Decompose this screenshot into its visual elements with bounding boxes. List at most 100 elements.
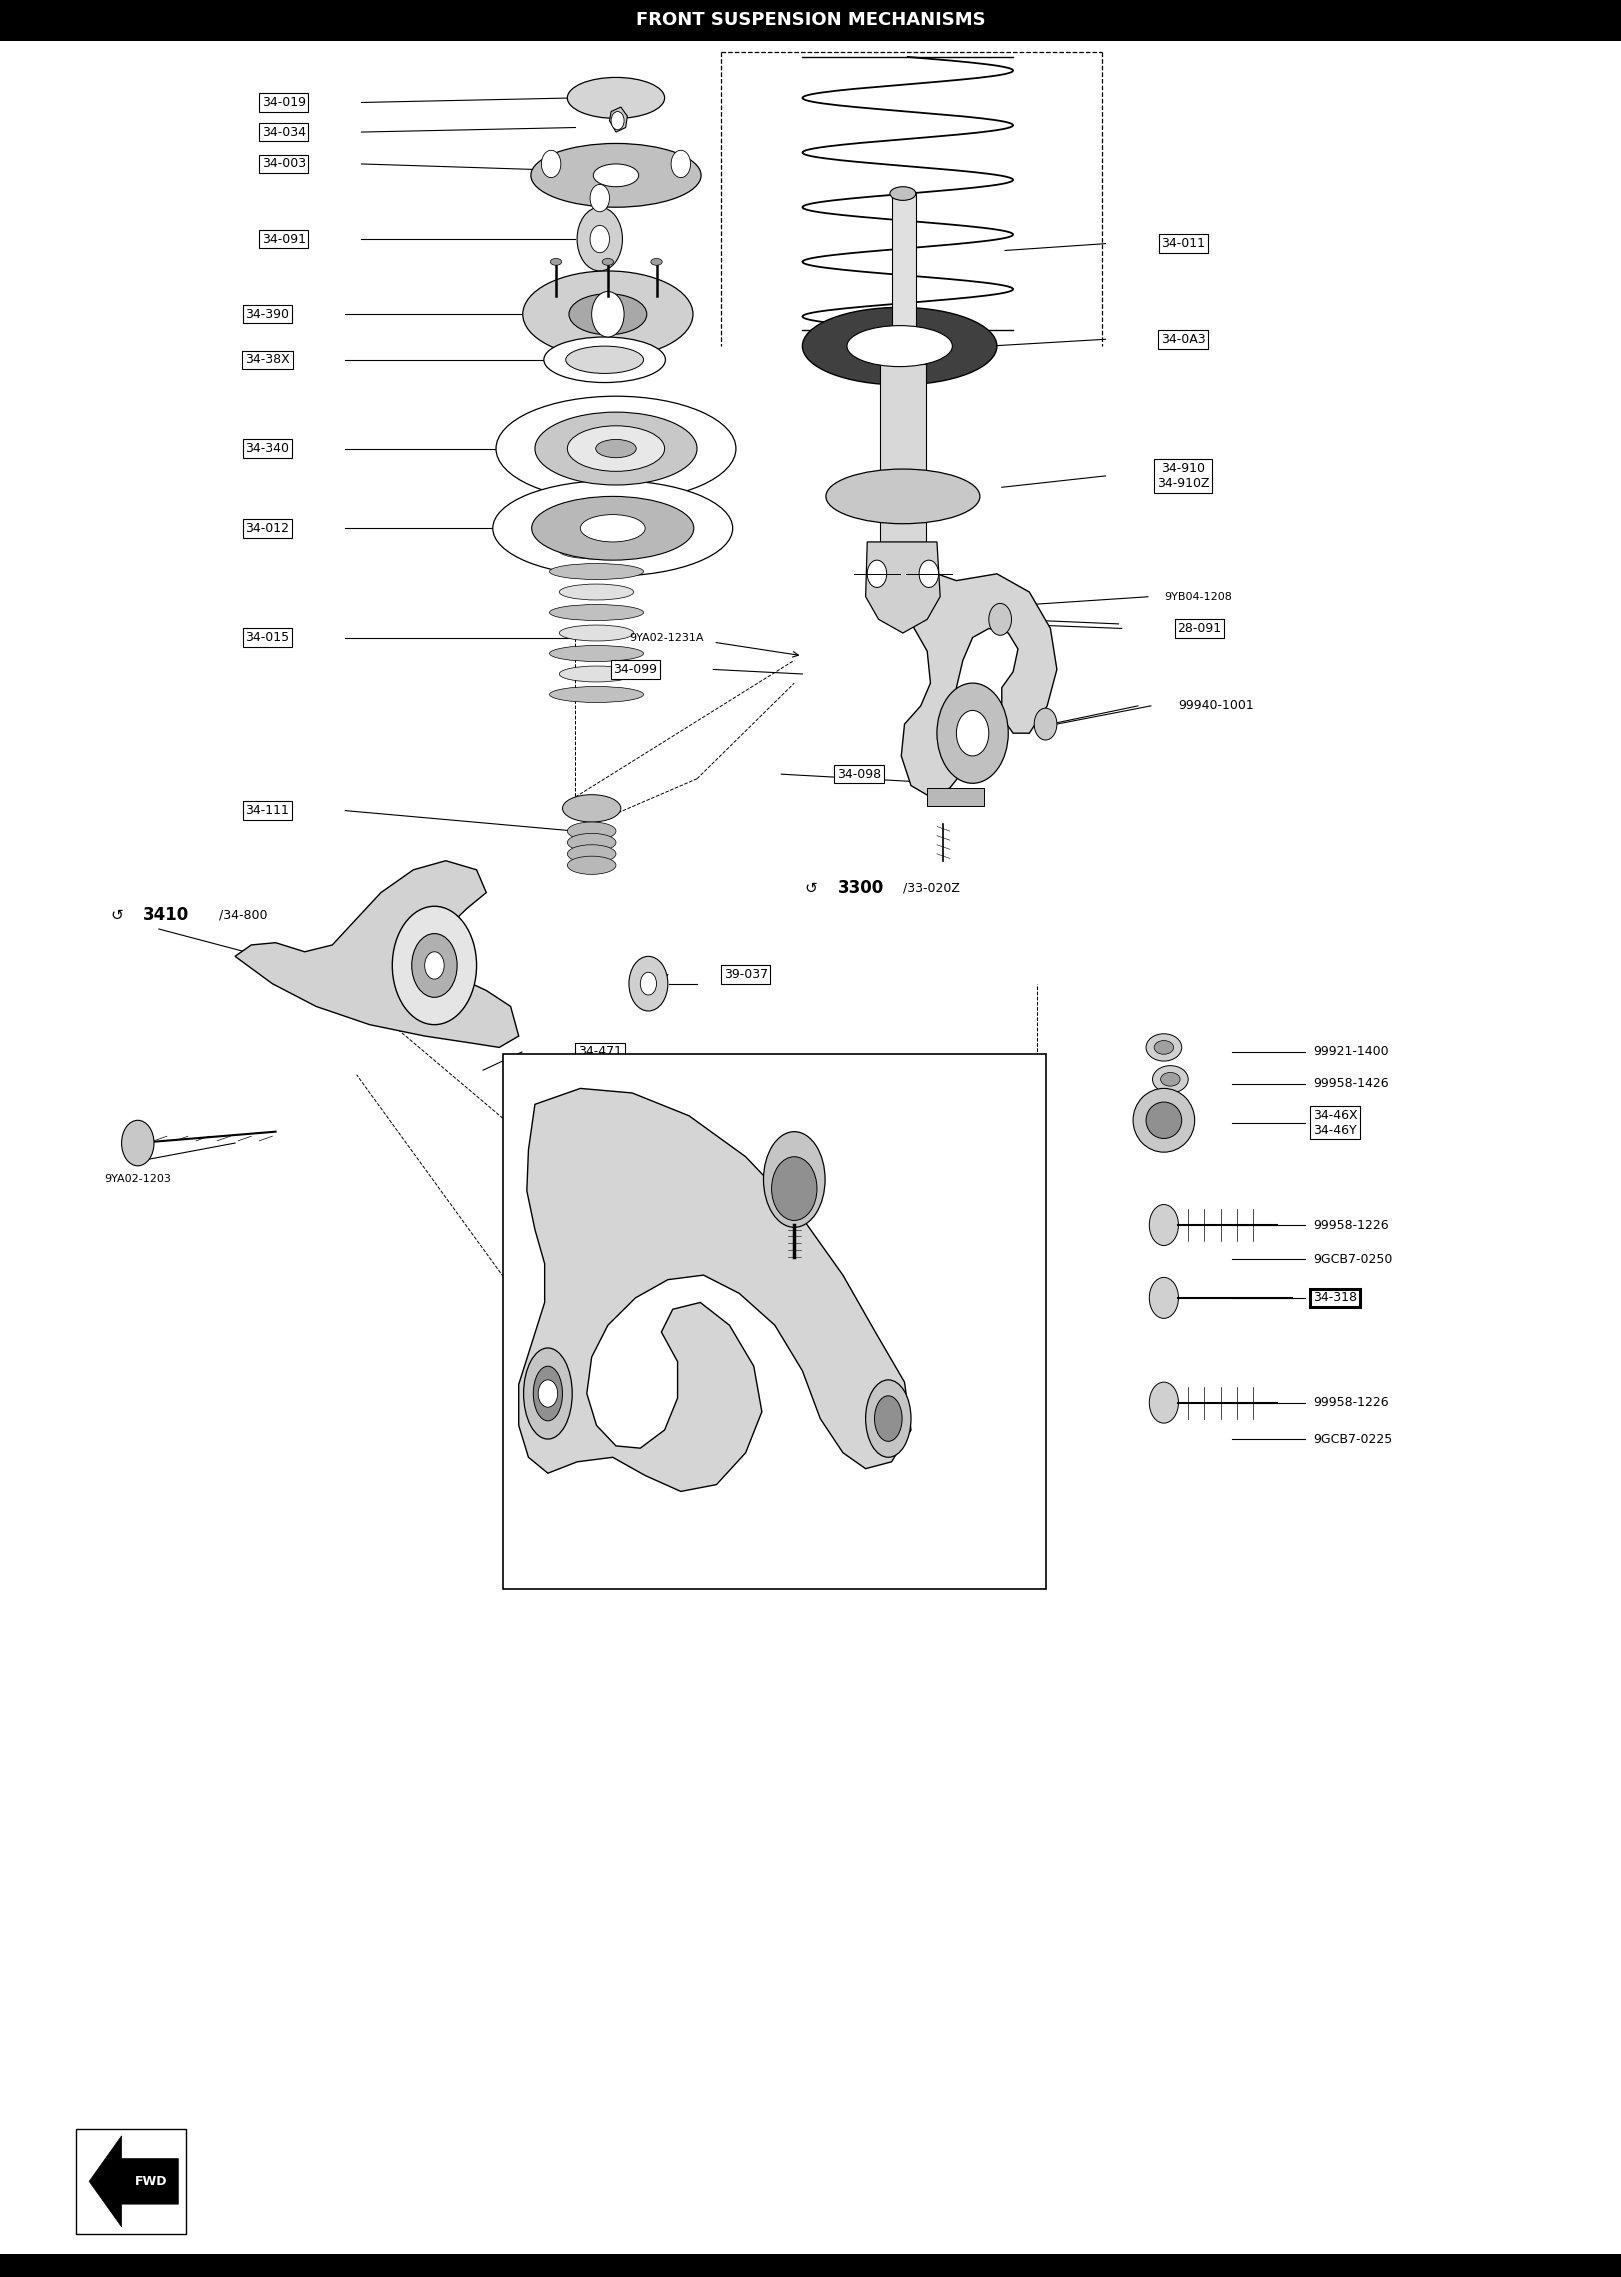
Ellipse shape: [601, 257, 613, 266]
Ellipse shape: [825, 469, 979, 524]
Text: 34-318: 34-318: [1313, 1291, 1357, 1305]
Text: 34-471: 34-471: [577, 1045, 622, 1059]
Ellipse shape: [550, 688, 644, 701]
Text: 34-0A3: 34-0A3: [1161, 332, 1206, 346]
Text: 99958-1226: 99958-1226: [1313, 1396, 1389, 1409]
Ellipse shape: [550, 521, 644, 540]
Text: ↺: ↺: [110, 909, 123, 922]
Ellipse shape: [1146, 1034, 1182, 1061]
Text: 99958-1426: 99958-1426: [1313, 1077, 1389, 1091]
Ellipse shape: [567, 77, 665, 118]
Text: 3410: 3410: [143, 906, 190, 924]
Text: 39-037: 39-037: [723, 968, 768, 981]
Text: FRONT SUSPENSION MECHANISMS: FRONT SUSPENSION MECHANISMS: [635, 11, 986, 30]
Bar: [880, 364, 926, 542]
Ellipse shape: [559, 542, 634, 558]
Text: 34-111: 34-111: [245, 804, 290, 817]
Polygon shape: [235, 861, 519, 1047]
Text: 34-390: 34-390: [245, 307, 290, 321]
Ellipse shape: [550, 606, 644, 619]
Text: 34-012: 34-012: [245, 521, 290, 535]
Circle shape: [640, 972, 657, 995]
Circle shape: [425, 952, 444, 979]
Ellipse shape: [543, 337, 665, 383]
Text: 34-46X
34-46Y: 34-46X 34-46Y: [1313, 1109, 1358, 1136]
Text: 34-099: 34-099: [613, 663, 658, 676]
Circle shape: [122, 1120, 154, 1166]
Ellipse shape: [569, 294, 647, 335]
Text: 99958-1226: 99958-1226: [1313, 1218, 1389, 1232]
Ellipse shape: [550, 257, 562, 266]
Polygon shape: [609, 107, 627, 132]
Circle shape: [538, 1380, 558, 1407]
Ellipse shape: [866, 1380, 911, 1457]
Circle shape: [989, 603, 1012, 635]
Ellipse shape: [763, 1132, 825, 1227]
Ellipse shape: [559, 665, 634, 683]
Circle shape: [919, 560, 939, 587]
Circle shape: [1034, 708, 1057, 740]
Text: ↺: ↺: [804, 881, 817, 895]
Circle shape: [541, 150, 561, 178]
Ellipse shape: [522, 271, 692, 357]
Text: 34-565: 34-565: [896, 1145, 942, 1159]
Ellipse shape: [559, 583, 634, 599]
Circle shape: [956, 710, 989, 756]
Ellipse shape: [567, 426, 665, 471]
Text: 34-034: 34-034: [261, 125, 306, 139]
Text: 34-019: 34-019: [261, 96, 306, 109]
Ellipse shape: [802, 307, 997, 385]
Circle shape: [590, 225, 609, 253]
Text: 28-091: 28-091: [1177, 622, 1222, 635]
Text: 34-470: 34-470: [785, 1396, 830, 1409]
Circle shape: [937, 683, 1008, 783]
Text: 99921-1400: 99921-1400: [1313, 1045, 1389, 1059]
Circle shape: [590, 184, 609, 212]
Ellipse shape: [550, 565, 644, 581]
Ellipse shape: [566, 346, 644, 373]
Text: 34-340: 34-340: [245, 442, 290, 455]
Ellipse shape: [846, 326, 953, 367]
Bar: [927, 788, 984, 806]
Ellipse shape: [567, 833, 616, 852]
Bar: [503, 1054, 1046, 1589]
Ellipse shape: [530, 143, 700, 207]
Polygon shape: [901, 574, 1057, 797]
Text: 34-098: 34-098: [836, 767, 882, 781]
Ellipse shape: [890, 187, 916, 200]
Ellipse shape: [875, 1396, 901, 1441]
Ellipse shape: [1153, 1066, 1188, 1093]
Polygon shape: [89, 2136, 178, 2227]
Ellipse shape: [580, 515, 645, 542]
Ellipse shape: [550, 647, 644, 660]
Ellipse shape: [652, 257, 663, 266]
Bar: [892, 194, 916, 364]
Circle shape: [1149, 1277, 1178, 1318]
Circle shape: [867, 560, 887, 587]
Text: 9GCB7-0250: 9GCB7-0250: [1313, 1252, 1392, 1266]
Ellipse shape: [559, 626, 634, 642]
Ellipse shape: [535, 412, 697, 485]
Circle shape: [392, 906, 477, 1025]
Bar: [0, 2254, 1621, 2277]
Text: 99940-1001: 99940-1001: [1178, 699, 1253, 713]
Ellipse shape: [1161, 1072, 1180, 1086]
Circle shape: [592, 291, 624, 337]
Text: 9YB04-1208: 9YB04-1208: [1164, 592, 1232, 601]
Text: 34-091: 34-091: [261, 232, 306, 246]
Ellipse shape: [1133, 1088, 1195, 1152]
Ellipse shape: [493, 480, 733, 576]
Ellipse shape: [533, 1366, 562, 1421]
Ellipse shape: [562, 795, 621, 822]
Text: /33-020Z: /33-020Z: [903, 881, 960, 895]
Ellipse shape: [593, 164, 639, 187]
Text: 34-015: 34-015: [245, 631, 290, 644]
Ellipse shape: [496, 396, 736, 501]
Ellipse shape: [567, 845, 616, 863]
Circle shape: [412, 934, 457, 997]
Text: 34-910
34-910Z: 34-910 34-910Z: [1157, 462, 1209, 490]
Circle shape: [577, 207, 622, 271]
Circle shape: [671, 150, 691, 178]
Bar: [76, 2129, 186, 2234]
Circle shape: [1149, 1382, 1178, 1423]
